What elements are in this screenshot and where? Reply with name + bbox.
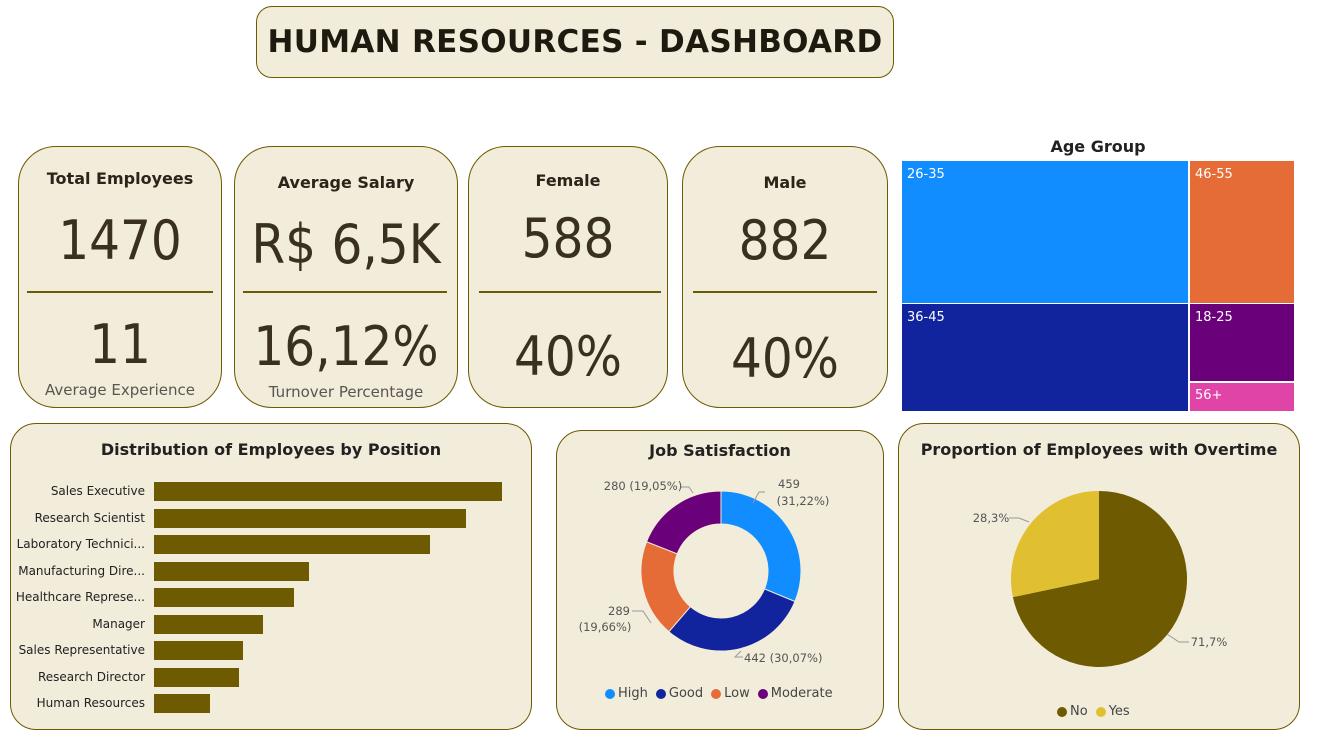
position-distribution-panel: Distribution of Employees by Position Sa…	[10, 423, 532, 730]
dashboard-title-box: HUMAN RESOURCES - DASHBOARD	[256, 6, 894, 78]
leader-line	[632, 610, 652, 624]
total-employees-label: Total Employees	[46, 169, 194, 188]
donut-label-high-percent: (31,22%)	[777, 494, 830, 508]
donut-label-high-value: 459	[778, 477, 800, 491]
treemap-cell-18-25[interactable]: 18-25	[1190, 304, 1294, 381]
pie-slice-no[interactable]	[1012, 491, 1187, 667]
overtime-pie-chart[interactable]: 28,3% 71,7%	[899, 424, 1299, 729]
bar-label: Laboratory Technici...	[16, 537, 145, 551]
legend-dot-no	[1057, 706, 1067, 717]
average-experience-value: 11	[89, 313, 151, 376]
male-percentage-value: 40%	[731, 327, 839, 390]
bar-label: Research Scientist	[34, 510, 145, 525]
treemap-cell-46-55[interactable]: 46-55	[1190, 161, 1294, 303]
bar-label: Research Director	[37, 669, 145, 684]
position-chart-title: Distribution of Employees by Position	[100, 440, 442, 459]
job-satisfaction-title: Job Satisfaction	[649, 441, 791, 460]
pie-label-yes: 28,3%	[973, 511, 1010, 525]
bar[interactable]	[154, 641, 243, 660]
pie-label-no: 71,7%	[1191, 635, 1228, 649]
treemap-cell-26-35[interactable]: 26-35	[902, 161, 1188, 303]
card-divider	[479, 291, 661, 293]
legend-dot-moderate	[757, 688, 768, 699]
bar-label: Healthcare Represe...	[15, 590, 145, 604]
bar[interactable]	[154, 667, 240, 687]
age-group-title: Age Group	[1050, 137, 1146, 156]
bar[interactable]	[154, 614, 263, 634]
card-divider	[243, 291, 447, 293]
legend-dot-yes	[1095, 706, 1106, 717]
card-average-salary[interactable]: Average Salary R$ 6,5K 16,12% Turnover P…	[234, 146, 458, 408]
donut-slice-good[interactable]	[668, 588, 796, 652]
donut-slice-moderate[interactable]	[645, 490, 722, 555]
leader-line	[752, 491, 765, 504]
treemap-label: 26-35	[907, 167, 945, 182]
treemap-label: 56+	[1195, 388, 1223, 403]
treemap-cell-36-45[interactable]: 36-45	[902, 304, 1188, 411]
bar-label: Manager	[92, 616, 145, 631]
bar[interactable]	[154, 588, 294, 607]
overtime-legend: No Yes	[1057, 704, 1130, 719]
job-satisfaction-donut[interactable]: 459 (31,22%) 442 (30,07%) 289 (19,66%) 2…	[557, 431, 883, 729]
male-value: 882	[738, 209, 832, 272]
treemap-label: 18-25	[1195, 310, 1233, 325]
female-percentage-value: 40%	[514, 325, 622, 388]
bar[interactable]	[154, 535, 431, 554]
legend-dot-good	[655, 688, 666, 699]
card-male[interactable]: Male 882 40%	[682, 146, 888, 408]
bar[interactable]	[154, 694, 210, 713]
bar[interactable]	[154, 561, 309, 581]
female-label: Female	[535, 171, 601, 190]
total-employees-value: 1470	[58, 209, 182, 272]
bar[interactable]	[154, 508, 466, 528]
treemap-label: 46-55	[1195, 167, 1233, 182]
card-total-employees[interactable]: Total Employees 1470 11 Average Experien…	[18, 146, 222, 408]
legend-label-yes: Yes	[1108, 704, 1130, 719]
donut-label-low-percent: (19,66%)	[579, 620, 632, 634]
bar-label: Manufacturing Dire...	[18, 563, 145, 578]
bar-label: Sales Representative	[18, 643, 145, 657]
legend-label-good: Good	[668, 686, 704, 701]
job-satisfaction-legend: High Good Low Moderate	[605, 686, 833, 701]
turnover-percentage-label: Turnover Percentage	[268, 383, 424, 401]
legend-dot-low	[711, 688, 722, 699]
average-experience-label: Average Experience	[44, 381, 195, 399]
legend-label-high: High	[618, 686, 648, 701]
overtime-title: Proportion of Employees with Overtime	[920, 440, 1278, 459]
donut-label-moderate: 280 (19,05%)	[604, 479, 682, 493]
legend-label-no: No	[1070, 704, 1088, 719]
legend-label-moderate: Moderate	[770, 686, 833, 701]
card-female[interactable]: Female 588 40%	[468, 146, 668, 408]
bar-label: Sales Executive	[50, 484, 145, 498]
page-title: HUMAN RESOURCES - DASHBOARD	[267, 24, 883, 60]
treemap-cell-56-plus[interactable]: 56+	[1190, 383, 1294, 411]
legend-dot-high	[605, 688, 615, 699]
donut-slice-high[interactable]	[720, 490, 802, 603]
female-value: 588	[521, 207, 615, 270]
average-salary-value: R$ 6,5K	[251, 213, 441, 276]
leader-line	[1166, 633, 1189, 643]
legend-label-low: Low	[724, 686, 750, 701]
bar[interactable]	[154, 482, 502, 501]
treemap-label: 36-45	[907, 310, 945, 325]
card-divider	[27, 291, 213, 293]
job-satisfaction-panel: Job Satisfaction 459 (31,22%) 442 (30,07…	[556, 430, 884, 730]
donut-label-good: 442 (30,07%)	[744, 651, 822, 665]
leader-line	[1009, 517, 1030, 523]
turnover-percentage-value: 16,12%	[253, 315, 439, 378]
leader-line	[681, 486, 694, 494]
overtime-panel: Proportion of Employees with Overtime 28…	[898, 423, 1300, 730]
age-group-treemap[interactable]: 26-35 36-45 46-55 18-25 56+	[902, 161, 1294, 411]
average-salary-label: Average Salary	[277, 173, 415, 192]
donut-label-low-value: 289	[608, 604, 630, 618]
pie-slice-yes[interactable]	[1011, 491, 1099, 598]
card-divider	[693, 291, 877, 293]
leader-line	[733, 650, 743, 658]
bar-label: Human Resources	[36, 696, 145, 710]
male-label: Male	[763, 173, 807, 192]
